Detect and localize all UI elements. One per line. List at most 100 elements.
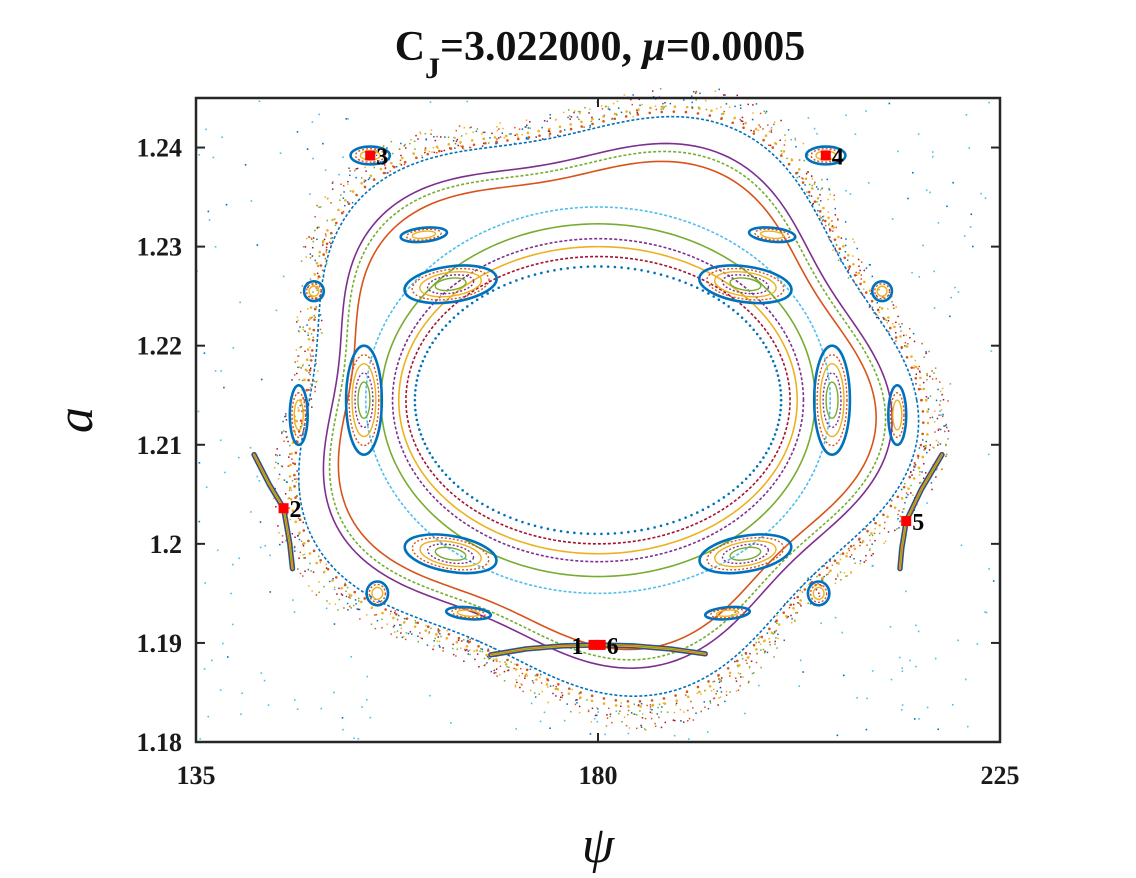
layer-point (682, 721, 685, 723)
layer-point (584, 106, 586, 109)
layer-point (285, 413, 287, 415)
invariant-curve-10 (297, 115, 920, 697)
layer-point (926, 378, 928, 381)
layer-point (894, 529, 896, 532)
layer-point (419, 131, 421, 133)
layer-point (381, 627, 383, 629)
layer-point (394, 631, 396, 633)
curve-point (319, 264, 323, 267)
layer-point (462, 147, 464, 149)
layer-point (695, 99, 698, 101)
layer-point (299, 404, 302, 407)
layer-point (758, 124, 760, 126)
curve-point (559, 130, 562, 133)
curve-point (461, 488, 464, 492)
layer-point (664, 721, 667, 724)
layer-point (541, 690, 544, 693)
sea-point (366, 698, 368, 701)
sea-point (530, 702, 533, 705)
curve-point (466, 492, 469, 496)
layer-point (357, 597, 360, 600)
layer-point (529, 668, 532, 671)
curve-line (337, 160, 877, 651)
layer-point (286, 436, 289, 438)
layer-point (844, 250, 847, 253)
layer-point (835, 578, 837, 580)
island-contour (809, 583, 828, 604)
layer-point (917, 457, 919, 459)
curve-point (435, 145, 439, 149)
curve-point (849, 545, 853, 548)
sea-point (957, 639, 959, 642)
layer-point (348, 593, 350, 595)
layer-point (325, 567, 328, 569)
curve-point (728, 671, 732, 675)
layer-point (654, 105, 657, 107)
layer-point (927, 397, 929, 399)
layer-point (716, 690, 718, 692)
layer-point (443, 149, 446, 152)
curve-point (509, 516, 512, 519)
layer-point (301, 410, 303, 413)
layer-point (700, 710, 703, 713)
sea-point (871, 670, 874, 672)
island-contour (357, 381, 371, 420)
layer-point (651, 708, 653, 711)
curve-point (638, 700, 642, 703)
layer-point (319, 314, 322, 316)
layer-point (868, 534, 871, 537)
layer-point (370, 623, 373, 625)
layer-point (719, 686, 722, 689)
layer-point (805, 172, 808, 175)
layer-point (633, 713, 636, 716)
layer-point (455, 140, 458, 143)
layer-point (302, 575, 304, 577)
layer-point (850, 554, 853, 556)
layer-point (489, 137, 491, 139)
layer-point (311, 590, 313, 592)
layer-point (882, 296, 884, 298)
curve-point (351, 190, 355, 193)
sea-point (318, 113, 320, 116)
layer-point (447, 136, 450, 139)
layer-point (793, 597, 796, 599)
island-contour (721, 543, 770, 565)
curve-point (322, 253, 325, 256)
layer-point (691, 106, 693, 108)
layer-point (639, 104, 641, 107)
layer-point (891, 322, 894, 325)
layer-point (635, 109, 638, 111)
layer-point (697, 106, 700, 109)
curve-point (698, 107, 701, 110)
layer-point (780, 150, 783, 152)
island-contour (344, 344, 384, 456)
small-island-4 (870, 279, 894, 303)
layer-point (309, 295, 311, 297)
layer-point (913, 365, 916, 367)
curve-point (777, 418, 781, 422)
layer-point (828, 187, 830, 190)
layer-point (330, 242, 332, 245)
small-island-8 (806, 580, 831, 607)
layer-point (868, 549, 871, 551)
invariant-curve-1 (413, 265, 783, 536)
sea-point (292, 599, 294, 601)
curve-point (913, 465, 916, 468)
sea-point (366, 675, 369, 678)
sea-point (296, 131, 299, 133)
layer-point (923, 356, 925, 358)
curve-point (774, 141, 777, 145)
layer-point (483, 664, 486, 667)
curve-point (782, 611, 786, 614)
layer-point (295, 481, 298, 483)
layer-point (547, 701, 549, 704)
layer-point (476, 128, 479, 130)
curve-point (504, 134, 508, 138)
layer-point (799, 603, 801, 605)
layer-point (651, 712, 653, 714)
curve-point (455, 640, 459, 644)
layer-point (895, 306, 898, 308)
island-contour (354, 148, 386, 163)
layer-point (926, 372, 928, 375)
layer-point (729, 691, 731, 693)
